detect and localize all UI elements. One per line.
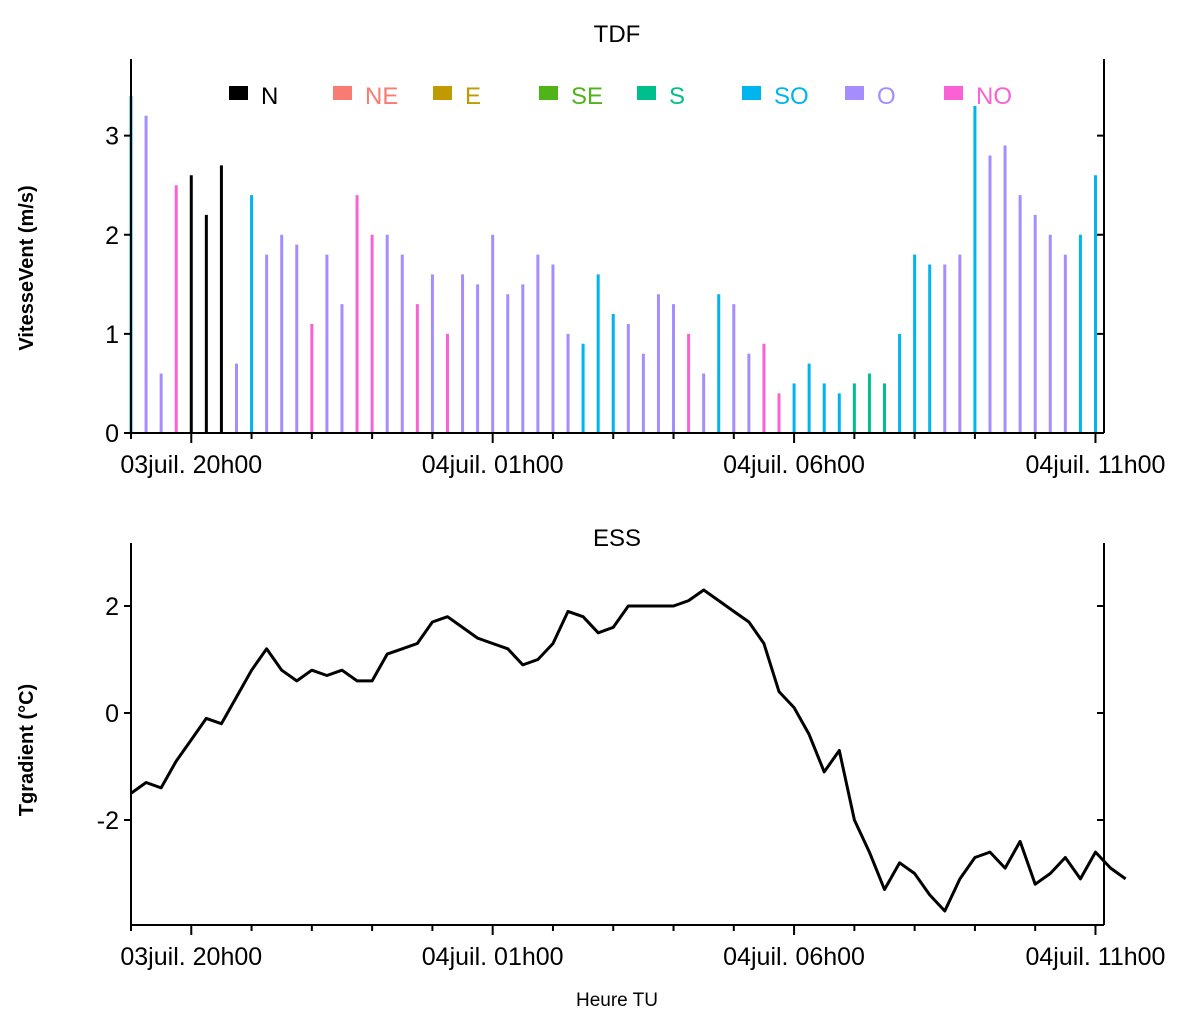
y-tick-label: 2: [105, 222, 119, 250]
temperature-gradient-chart: ESS Tgradient (°C) 03juil. 20h00 04juil. …: [16, 525, 1165, 1011]
x-tick-label: 03juil. 20h00: [120, 451, 262, 479]
legend-label: NE: [365, 83, 398, 110]
y-tick-label: 0: [105, 700, 119, 728]
legend-label: N: [261, 83, 278, 110]
legend-swatch: [845, 86, 864, 100]
y-tick-label: 3: [105, 123, 119, 151]
legend-label: SO: [774, 83, 809, 110]
legend-swatch: [433, 86, 452, 100]
top-chart-ylabel: VitesseVent (m/s): [16, 185, 38, 350]
x-tick-label: 04juil. 11h00: [1026, 451, 1166, 479]
top-chart-title: TDF: [594, 21, 641, 48]
top-axes: 03juil. 20h00 04juil. 01h00 04juil. 06h00 0…: [105, 59, 1165, 479]
legend-swatch: [742, 86, 761, 100]
legend-label: O: [877, 83, 896, 110]
legend-swatch: [229, 86, 248, 100]
x-tick-label: 04juil. 01h00: [422, 943, 564, 971]
legend-swatch: [944, 86, 963, 100]
x-tick-label: 04juil. 11h00: [1026, 943, 1166, 971]
legend-swatch: [333, 86, 352, 100]
x-tick-label: 04juil. 06h00: [723, 451, 865, 479]
legend: N NE E SE S SO O NO: [229, 83, 1012, 110]
tgradient-line: [130, 588, 1127, 913]
bottom-axes: 03juil. 20h00 04juil. 01h00 04juil. 06h00 0…: [97, 543, 1166, 971]
legend-label: SE: [571, 83, 603, 110]
x-tick-label: 03juil. 20h00: [120, 943, 262, 971]
y-tick-label: 1: [105, 321, 119, 349]
legend-swatch: [539, 86, 558, 100]
legend-label: NO: [976, 83, 1012, 110]
legend-label: S: [669, 83, 685, 110]
wind-speed-chart: TDF VitesseVent (m/s) N NE E SE S SO O NO 03jui…: [16, 21, 1165, 479]
line-series: [130, 588, 1127, 913]
x-tick-label: 04juil. 01h00: [422, 451, 564, 479]
y-tick-label: 0: [105, 420, 119, 448]
legend-label: E: [465, 83, 481, 110]
legend-swatch: [637, 86, 656, 100]
y-tick-label: 2: [105, 593, 119, 621]
bottom-chart-xlabel: Heure TU: [576, 990, 658, 1011]
bottom-chart-title: ESS: [593, 525, 641, 552]
bottom-chart-ylabel: Tgradient (°C): [16, 684, 38, 816]
x-tick-label: 04juil. 06h00: [723, 943, 865, 971]
y-tick-label: -2: [97, 807, 119, 835]
bar-series: [129, 95, 1097, 433]
